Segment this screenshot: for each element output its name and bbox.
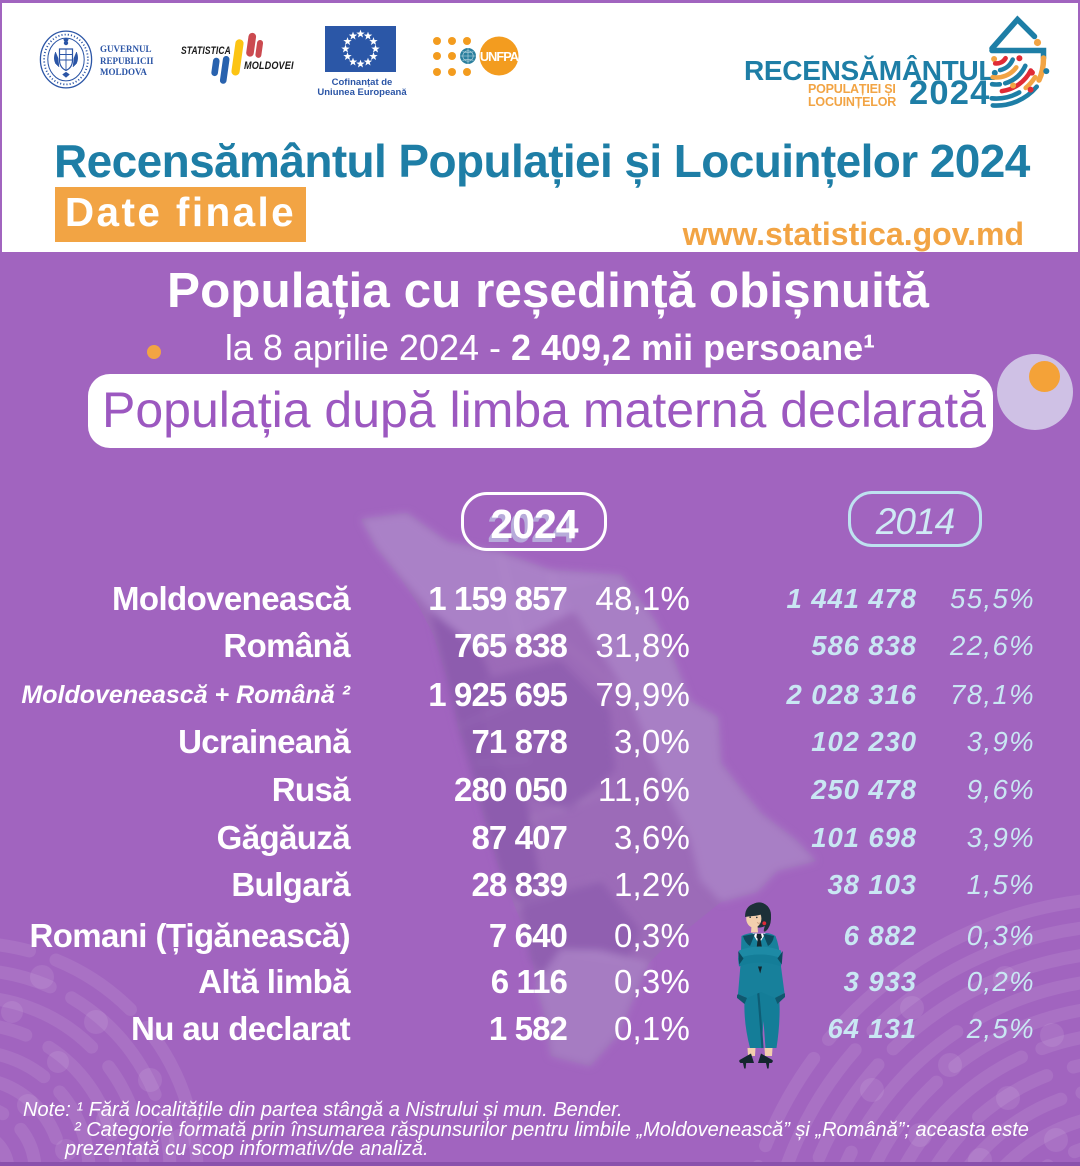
svg-text:UNFPA: UNFPA (480, 49, 519, 64)
